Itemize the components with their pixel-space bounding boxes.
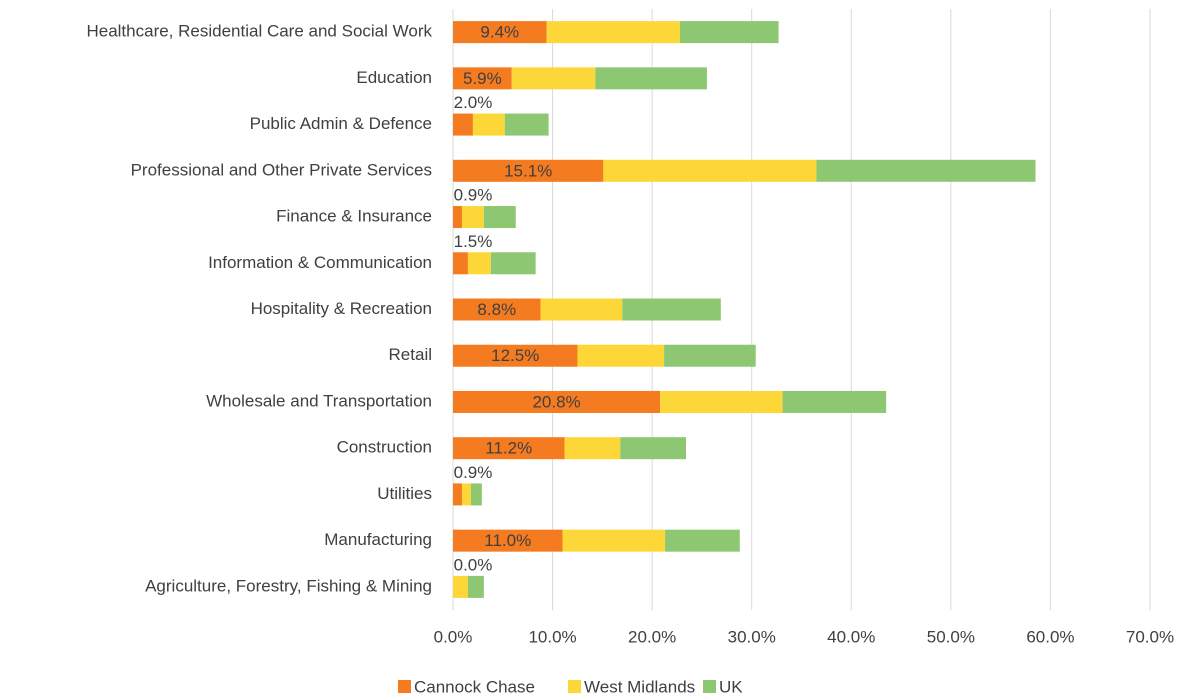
data-label: 2.0%: [454, 93, 493, 112]
x-tick-label: 60.0%: [1026, 627, 1074, 646]
bar-segment: [595, 67, 707, 90]
y-tick-label: Construction: [337, 438, 432, 457]
bar-segment: [490, 252, 536, 275]
bar-segment: [453, 113, 473, 136]
bar-segment: [472, 113, 505, 136]
y-tick-label: Utilities: [377, 484, 432, 503]
y-tick-label: Finance & Insurance: [276, 207, 432, 226]
bar-segment: [470, 483, 482, 506]
y-tick-label: Public Admin & Defence: [250, 114, 432, 133]
bar-segment: [453, 344, 578, 367]
x-tick-label: 30.0%: [728, 627, 776, 646]
y-tick-label: Information & Communication: [208, 253, 432, 272]
bar-segment: [467, 575, 484, 598]
bar-segment: [453, 483, 462, 506]
x-tick-label: 10.0%: [528, 627, 576, 646]
data-label: 15.1%: [504, 161, 552, 180]
bar-segment: [620, 437, 686, 460]
bar-segment: [665, 529, 740, 552]
bar-segment: [660, 390, 783, 413]
data-label: 0.0%: [454, 555, 493, 574]
y-tick-label: Wholesale and Transportation: [206, 391, 432, 410]
x-tick-label: 50.0%: [927, 627, 975, 646]
bar-segment: [461, 483, 471, 506]
data-label: 1.5%: [454, 232, 493, 251]
bar-segment: [546, 21, 681, 44]
y-tick-label: Retail: [389, 345, 432, 364]
x-tick-label: 40.0%: [827, 627, 875, 646]
bar-segment: [622, 298, 721, 321]
bar-segment: [453, 252, 468, 275]
x-tick-label: 0.0%: [434, 627, 473, 646]
bar-segment: [483, 206, 516, 229]
legend-swatch: [703, 680, 716, 693]
x-tick-label: 20.0%: [628, 627, 676, 646]
bar-segment: [540, 298, 623, 321]
data-label: 11.2%: [485, 439, 532, 458]
bar-segment: [680, 21, 779, 44]
bar-segment: [467, 252, 491, 275]
bar-segment: [453, 390, 661, 413]
bar-segment: [453, 529, 563, 552]
bar-segment: [453, 206, 462, 229]
data-label: 5.9%: [463, 69, 502, 88]
legend-label: Cannock Chase: [414, 677, 535, 696]
data-label: 8.8%: [477, 300, 516, 319]
legend-swatch: [568, 680, 581, 693]
bar-segment: [453, 21, 547, 44]
bar-segment: [816, 159, 1036, 182]
y-tick-label: Education: [356, 68, 432, 87]
legend-label: West Midlands: [584, 677, 695, 696]
y-tick-label: Agriculture, Forestry, Fishing & Mining: [145, 576, 432, 595]
legend-label: UK: [719, 677, 743, 696]
data-label: 0.9%: [454, 186, 493, 205]
data-label: 20.8%: [532, 392, 580, 411]
bar-segment: [564, 437, 621, 460]
x-tick-label: 70.0%: [1126, 627, 1174, 646]
bar-segment: [453, 575, 468, 598]
bar-segment: [504, 113, 549, 136]
y-tick-label: Healthcare, Residential Care and Social …: [86, 22, 432, 41]
bar-segment: [453, 67, 512, 90]
bar-segment: [577, 344, 665, 367]
y-tick-label: Professional and Other Private Services: [131, 160, 432, 179]
y-tick-label: Hospitality & Recreation: [251, 299, 432, 318]
bar-segment: [453, 298, 541, 321]
bar-segment: [453, 437, 565, 460]
bar-segment: [782, 390, 887, 413]
data-label: 12.5%: [491, 346, 539, 365]
data-label: 11.0%: [484, 531, 531, 550]
data-label: 0.9%: [454, 463, 493, 482]
bar-segment: [562, 529, 666, 552]
bar-segment: [603, 159, 817, 182]
data-label: 9.4%: [480, 23, 519, 42]
y-tick-label: Manufacturing: [324, 530, 432, 549]
bar-segment: [453, 159, 604, 182]
bar-segment: [511, 67, 596, 90]
bar-segment: [664, 344, 756, 367]
legend-swatch: [398, 680, 411, 693]
bar-segment: [461, 206, 484, 229]
